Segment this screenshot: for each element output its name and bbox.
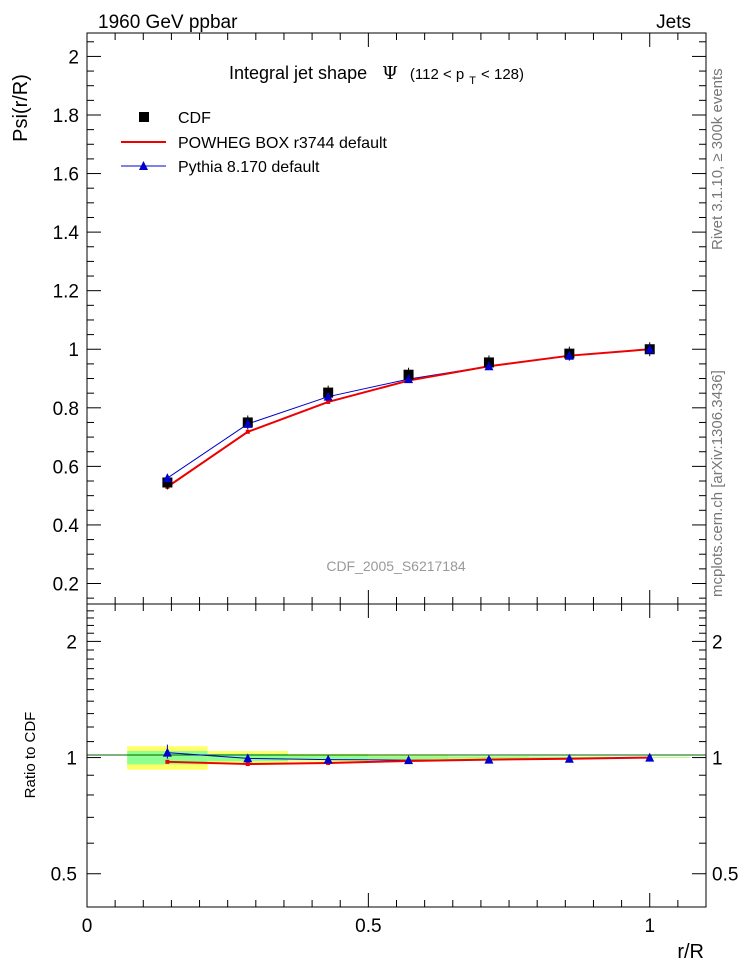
y-tick-label: 0.4 xyxy=(53,516,80,537)
y-tick-label: 1.4 xyxy=(53,223,80,244)
pythia-point xyxy=(323,391,333,401)
ratio-powheg-point xyxy=(245,762,250,767)
mcplots-label: mcplots.cern.ch [arXiv:1306.3436] xyxy=(709,370,726,597)
pythia-point xyxy=(564,350,574,360)
ratio-pythia-point xyxy=(645,752,655,762)
chart-title: Integral jet shape Ψ (112 < p T < 128) xyxy=(229,63,524,88)
y-tick-label: 1.6 xyxy=(53,165,79,186)
y-tick-label: 1 xyxy=(68,340,79,361)
powheg-point xyxy=(245,429,250,434)
ratio-y-tick-label: 0.5 xyxy=(51,865,77,886)
ratio-pythia-point xyxy=(404,755,414,765)
main-series-layer xyxy=(162,342,655,490)
ratio-pythia-point xyxy=(243,753,253,763)
legend: CDF POWHEG BOX r3744 default Pythia 8.17… xyxy=(121,110,388,176)
ratio-series-layer xyxy=(162,744,655,767)
jets-label: Jets xyxy=(656,12,691,33)
ratio-panel: 0.5 0.5 1 1 2 2 0 0.5 1 Ratio to CDF r/R xyxy=(22,603,738,963)
cdf-point xyxy=(162,477,173,488)
main-panel: 0.2 0.4 0.6 0.8 1 1.2 1.4 1.6 1.8 2 Integral jet … xyxy=(10,32,707,605)
legend-marker-cdf xyxy=(139,112,149,122)
energy-label: 1960 GeV ppbar xyxy=(98,12,238,33)
chart-title-range-sub: T xyxy=(469,75,476,87)
main-y-axis-label: Psi(r/R) xyxy=(10,74,32,142)
chart-title-prefix: Integral jet shape xyxy=(229,63,367,83)
ratio-frame xyxy=(86,603,707,908)
pythia-point xyxy=(243,418,253,428)
chart-title-symbol: Ψ xyxy=(382,63,398,84)
ratio-y-tick-label: 2 xyxy=(66,632,77,653)
ratio-pythia-point xyxy=(162,747,172,757)
ratio-y-axis-label: Ratio to CDF xyxy=(22,712,39,799)
pythia-point xyxy=(645,344,655,354)
ratio-pythia-point xyxy=(323,754,333,764)
legend-label-cdf: CDF xyxy=(178,110,211,127)
pythia-point xyxy=(484,361,494,371)
y-tick-label: 0.8 xyxy=(53,399,79,420)
legend-label-pythia: Pythia 8.170 default xyxy=(178,159,320,176)
x-tick-label: 1 xyxy=(644,916,655,937)
ratio-y-tick-label-right: 0.5 xyxy=(712,865,738,886)
main-axes: 0.2 0.4 0.6 0.8 1 1.2 1.4 1.6 1.8 2 xyxy=(53,33,707,604)
analysis-label: CDF_2005_S6217184 xyxy=(326,558,466,574)
x-axis-label: r/R xyxy=(677,941,704,963)
y-tick-label: 1.8 xyxy=(53,106,79,127)
pythia-point xyxy=(404,374,414,384)
y-tick-label: 2 xyxy=(68,47,79,68)
chart-title-range-close: < 128) xyxy=(481,66,524,83)
ratio-pythia-point xyxy=(484,754,494,764)
powheg-point xyxy=(326,399,331,404)
x-tick-label: 0.5 xyxy=(355,916,381,937)
ratio-y-tick-label: 1 xyxy=(66,749,77,770)
y-tick-label: 0.6 xyxy=(53,457,79,478)
y-tick-label: 0.2 xyxy=(53,575,79,596)
pythia-point xyxy=(162,473,172,483)
rivet-label: Rivet 3.1.10, ≥ 300k events xyxy=(709,68,726,250)
ratio-y-tick-label-right: 2 xyxy=(712,632,723,653)
ratio-powheg-point xyxy=(165,759,170,764)
legend-label-powheg: POWHEG BOX r3744 default xyxy=(178,135,388,152)
ratio-y-tick-label-right: 1 xyxy=(712,749,723,770)
y-tick-label: 1.2 xyxy=(53,282,79,303)
legend-marker-pythia xyxy=(139,161,148,170)
chart-title-range-open: (112 < p xyxy=(410,66,464,83)
ratio-axes: 0.5 0.5 1 1 2 2 0 0.5 1 xyxy=(51,604,738,937)
x-tick-label: 0 xyxy=(82,916,93,937)
ratio-pythia-point xyxy=(564,753,574,763)
